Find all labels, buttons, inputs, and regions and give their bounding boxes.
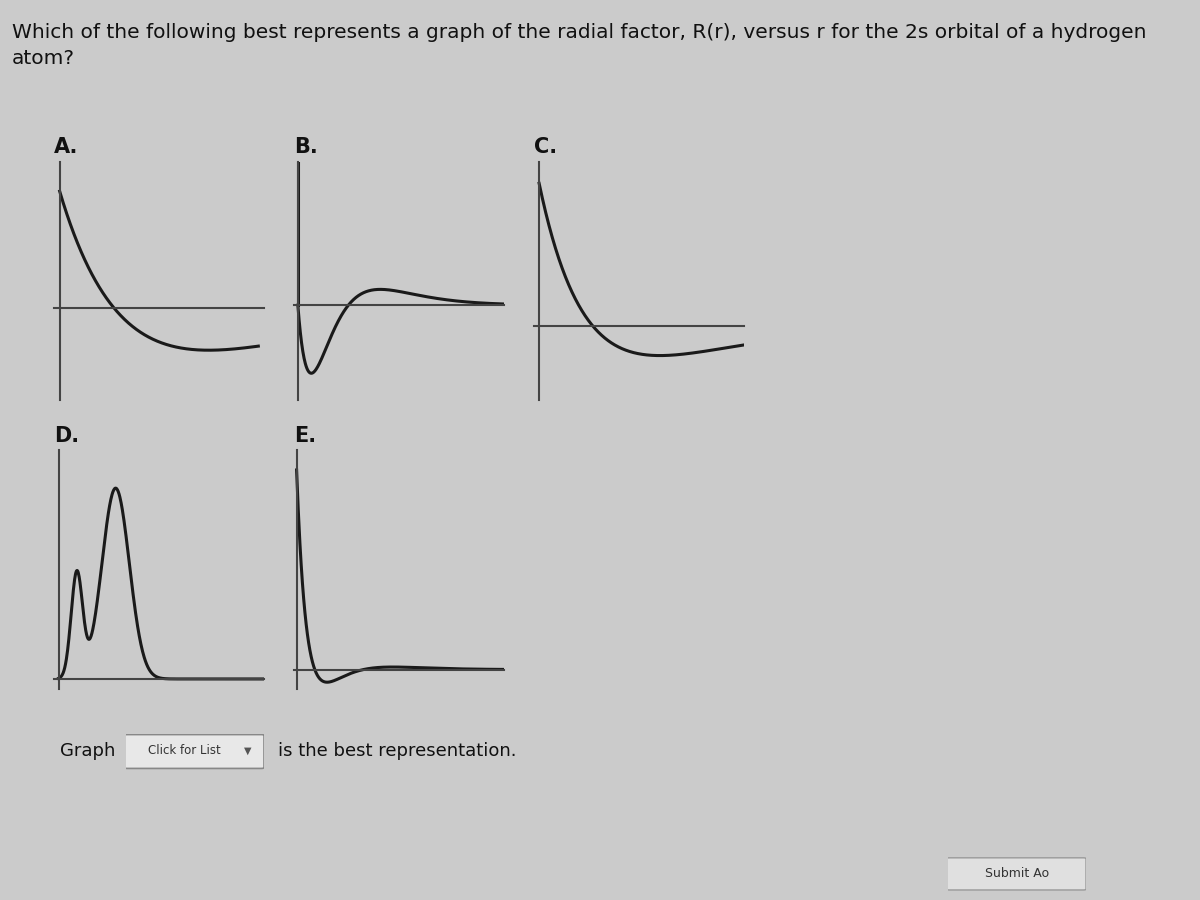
Text: B.: B. — [294, 138, 318, 157]
Text: A.: A. — [54, 138, 78, 157]
Text: Submit Ao: Submit Ao — [985, 867, 1049, 879]
Text: ▼: ▼ — [244, 746, 251, 756]
Text: E.: E. — [294, 426, 316, 446]
Text: Graph: Graph — [60, 742, 115, 760]
Text: Which of the following best represents a graph of the radial factor, R(r), versu: Which of the following best represents a… — [12, 22, 1146, 41]
FancyBboxPatch shape — [947, 858, 1086, 890]
Text: Click for List: Click for List — [148, 744, 221, 757]
Text: atom?: atom? — [12, 50, 74, 68]
Text: C.: C. — [534, 138, 557, 157]
Text: is the best representation.: is the best representation. — [278, 742, 517, 760]
Text: D.: D. — [54, 426, 79, 446]
FancyBboxPatch shape — [125, 734, 264, 769]
